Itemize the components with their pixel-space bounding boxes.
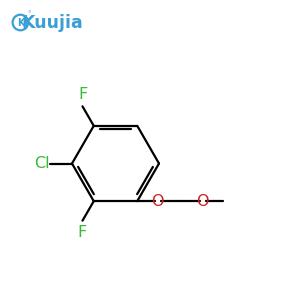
Text: O: O [196, 194, 209, 209]
Text: °: ° [28, 11, 31, 17]
Text: F: F [78, 87, 87, 102]
Text: Cl: Cl [34, 156, 50, 171]
Text: F: F [77, 226, 86, 241]
Text: K: K [17, 17, 24, 28]
Text: O: O [152, 194, 164, 209]
Text: Kuujia: Kuujia [22, 14, 83, 32]
